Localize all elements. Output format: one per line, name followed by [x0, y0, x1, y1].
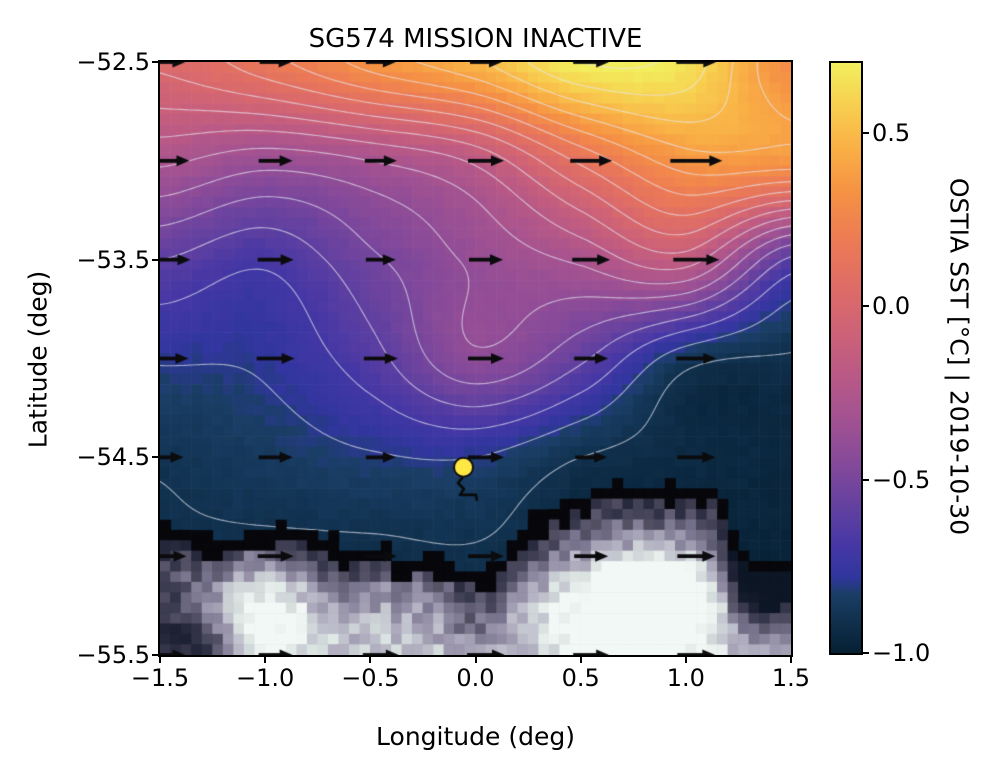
- x-tick-label: 0.0: [456, 664, 495, 692]
- colorbar-label: OSTIA SST [°C] | 2019-10-30: [944, 177, 974, 536]
- y-tick-label: −55.5: [76, 641, 150, 669]
- y-tick-mark: [152, 456, 158, 459]
- x-tick-label: 1.0: [666, 664, 705, 692]
- colorbar-tick-mark: [863, 652, 869, 654]
- colorbar-tick-mark: [863, 305, 869, 308]
- colorbar: [829, 61, 863, 655]
- x-tick-label: 0.5: [561, 664, 600, 692]
- x-tick-mark: [474, 657, 477, 663]
- colorbar-tick-label: −0.5: [872, 465, 931, 494]
- y-tick-mark: [152, 258, 158, 261]
- x-tick-mark: [579, 657, 582, 663]
- x-tick-label: −0.5: [341, 664, 400, 692]
- map-plot-area: [158, 60, 793, 657]
- y-tick-label: −52.5: [76, 48, 150, 76]
- colorbar-canvas: [831, 63, 861, 653]
- y-axis-label: Latitude (deg): [23, 270, 53, 449]
- colorbar-tick-label: −1.0: [872, 639, 931, 667]
- plot-title: SG574 MISSION INACTIVE: [308, 24, 643, 54]
- y-tick-label: −53.5: [76, 245, 150, 274]
- colorbar-tick-label: 0.0: [872, 292, 911, 321]
- y-tick-mark: [152, 654, 158, 656]
- x-tick-label: 1.5: [771, 664, 811, 692]
- sst-map-canvas: [160, 62, 791, 655]
- colorbar-tick-label: 0.5: [872, 119, 911, 148]
- y-tick-label: −54.5: [76, 443, 150, 472]
- x-tick-label: −1.5: [130, 664, 190, 692]
- colorbar-tick-mark: [863, 132, 869, 135]
- x-tick-mark: [790, 657, 792, 663]
- y-tick-mark: [152, 61, 158, 63]
- x-tick-mark: [684, 657, 687, 663]
- colorbar-tick-mark: [863, 478, 869, 481]
- x-tick-mark: [264, 657, 267, 663]
- x-axis-label: Longitude (deg): [376, 722, 575, 751]
- x-tick-mark: [369, 657, 372, 663]
- x-tick-label: −1.0: [236, 664, 295, 692]
- x-tick-mark: [159, 657, 161, 663]
